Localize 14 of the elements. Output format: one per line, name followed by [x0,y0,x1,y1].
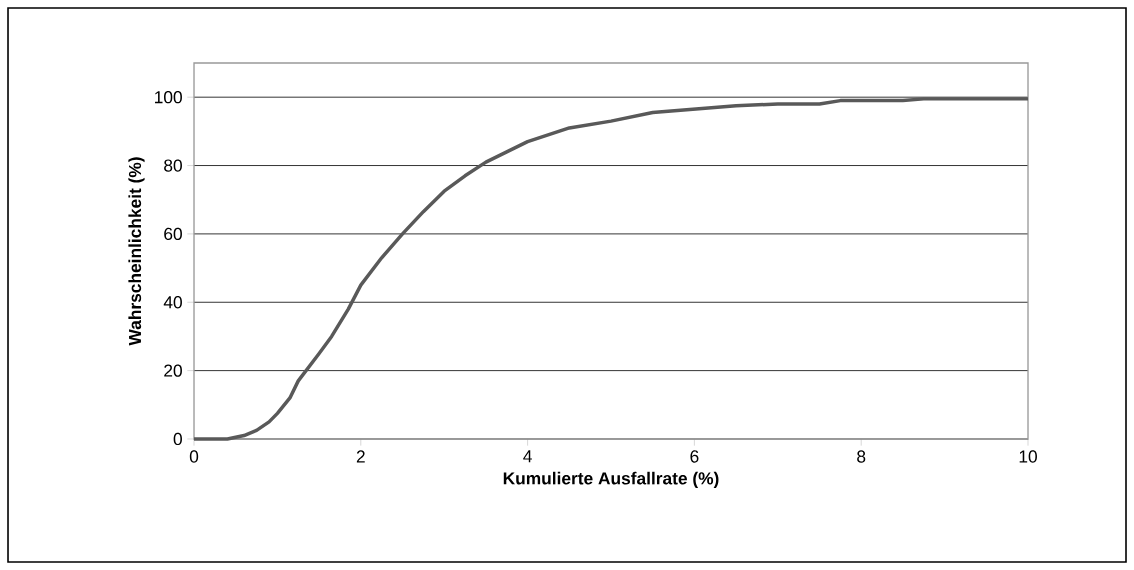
y-axis-title: Wahrscheinlichkeit (%) [128,157,145,346]
y-tick-label: 40 [163,296,182,309]
x-tick-label: 0 [189,450,199,463]
y-tick-label: 0 [173,432,182,446]
x-tick-label: 4 [523,450,532,463]
x-tick-label: 10 [1019,450,1037,463]
x-tick-label: 6 [690,450,699,463]
y-tick-label: 20 [164,364,182,377]
y-tick-label: 80 [164,159,182,172]
x-tick-label: 8 [857,450,866,463]
x-axis-title: Kumulierte Ausfallrate (%) [503,471,719,488]
x-tick-label: 2 [356,450,365,463]
y-tick-label: 100 [155,91,182,104]
y-tick-label: 60 [164,227,182,241]
